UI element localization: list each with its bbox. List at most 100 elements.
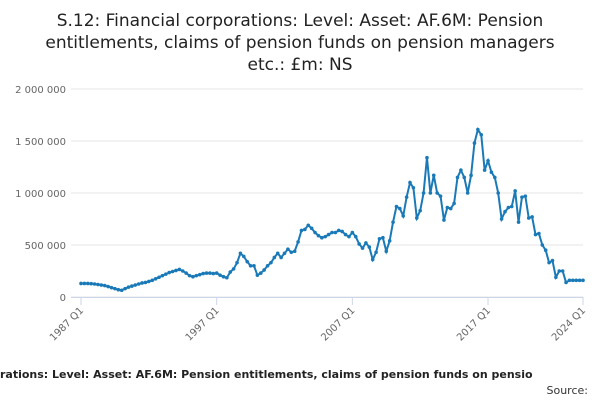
point bbox=[347, 234, 351, 239]
point bbox=[374, 250, 378, 255]
source: Source: bbox=[547, 384, 589, 397]
point bbox=[292, 249, 297, 254]
point bbox=[486, 158, 490, 163]
point bbox=[401, 214, 406, 218]
point bbox=[187, 273, 192, 278]
point bbox=[85, 281, 90, 286]
point bbox=[113, 286, 117, 291]
point bbox=[425, 155, 429, 160]
point bbox=[316, 233, 321, 238]
point bbox=[391, 220, 395, 224]
point bbox=[543, 248, 548, 252]
point bbox=[387, 239, 392, 243]
point bbox=[469, 173, 473, 178]
point bbox=[143, 280, 148, 285]
point bbox=[343, 232, 348, 237]
point bbox=[493, 175, 497, 180]
point bbox=[330, 230, 334, 235]
point bbox=[554, 275, 558, 280]
point bbox=[194, 273, 199, 278]
point bbox=[197, 272, 202, 277]
point bbox=[191, 274, 195, 279]
point bbox=[340, 229, 344, 234]
point bbox=[282, 251, 287, 256]
point bbox=[238, 251, 243, 256]
point bbox=[208, 271, 212, 275]
point bbox=[214, 271, 219, 275]
point bbox=[428, 191, 433, 195]
point bbox=[177, 267, 182, 272]
point bbox=[109, 285, 114, 290]
point bbox=[258, 271, 263, 275]
point bbox=[513, 189, 517, 193]
x-tick-label: 1987 Q1 bbox=[48, 305, 86, 343]
point bbox=[537, 231, 541, 236]
chart-title: etc.: £m: NS bbox=[247, 55, 352, 75]
point bbox=[414, 216, 419, 220]
point bbox=[140, 281, 144, 285]
x-tick-label: 2017 Q1 bbox=[455, 305, 493, 343]
point bbox=[581, 278, 585, 283]
point bbox=[180, 269, 185, 273]
point bbox=[489, 170, 494, 174]
point bbox=[119, 288, 124, 293]
point bbox=[242, 254, 246, 259]
chart-title: entitlements, claims of pension funds on… bbox=[45, 33, 554, 53]
point bbox=[89, 281, 93, 286]
point bbox=[262, 268, 266, 272]
point bbox=[204, 271, 209, 275]
point bbox=[130, 284, 134, 288]
point bbox=[445, 205, 450, 210]
point bbox=[96, 282, 100, 287]
point bbox=[163, 272, 168, 276]
point bbox=[482, 168, 487, 172]
point bbox=[577, 278, 582, 283]
point bbox=[547, 260, 551, 265]
point bbox=[404, 195, 409, 199]
point bbox=[336, 228, 341, 233]
point bbox=[326, 232, 331, 237]
point bbox=[231, 267, 236, 271]
point bbox=[313, 230, 317, 235]
point bbox=[116, 287, 121, 292]
point bbox=[92, 282, 97, 286]
point bbox=[533, 232, 538, 237]
point bbox=[99, 283, 104, 287]
point bbox=[157, 275, 161, 280]
point bbox=[320, 235, 324, 240]
point bbox=[509, 204, 514, 209]
point bbox=[476, 127, 480, 132]
point bbox=[255, 273, 260, 277]
point bbox=[530, 215, 534, 219]
point bbox=[160, 273, 165, 278]
point bbox=[333, 230, 338, 235]
point bbox=[377, 236, 382, 241]
point bbox=[540, 243, 545, 247]
point bbox=[174, 268, 178, 273]
y-tick-label: 500 000 bbox=[25, 241, 66, 252]
point bbox=[299, 228, 304, 233]
point bbox=[286, 247, 290, 251]
point bbox=[448, 206, 453, 211]
point bbox=[574, 278, 579, 283]
point bbox=[272, 255, 277, 260]
point bbox=[123, 286, 127, 291]
point bbox=[106, 284, 110, 289]
point bbox=[408, 180, 412, 185]
point bbox=[557, 269, 562, 273]
point bbox=[289, 250, 294, 255]
point bbox=[170, 269, 175, 274]
point bbox=[350, 230, 355, 235]
point bbox=[418, 208, 422, 213]
point bbox=[472, 141, 477, 145]
point bbox=[523, 194, 528, 198]
point bbox=[79, 281, 83, 286]
point bbox=[147, 279, 151, 284]
point bbox=[357, 242, 361, 246]
point bbox=[102, 283, 107, 288]
point bbox=[306, 223, 311, 228]
point bbox=[136, 282, 141, 286]
y-tick-label: 2 000 000 bbox=[15, 85, 66, 96]
point bbox=[452, 201, 456, 206]
